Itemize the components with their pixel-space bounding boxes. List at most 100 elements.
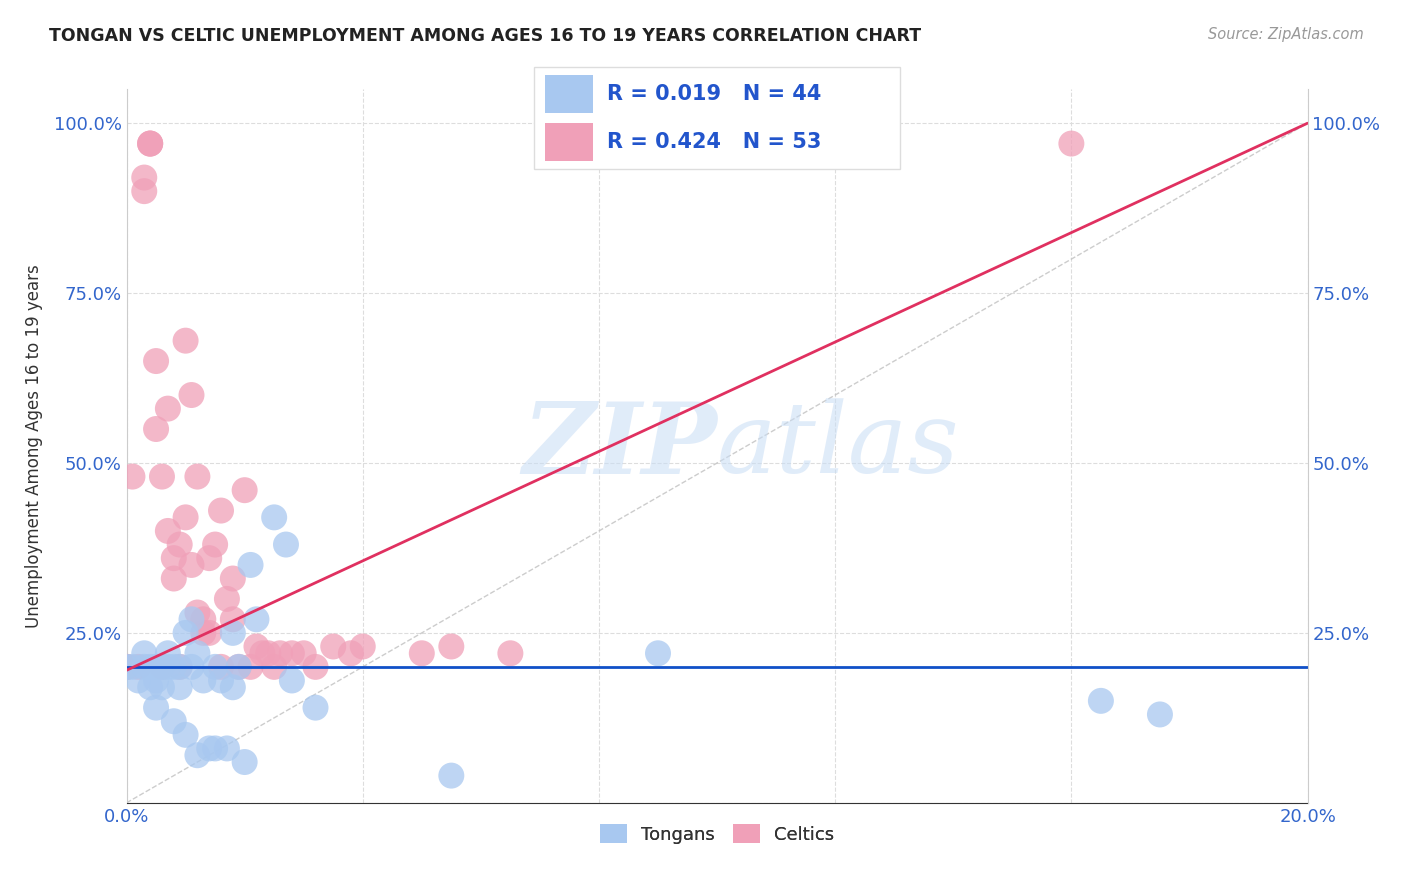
Point	[222, 680, 245, 694]
Point	[352, 640, 374, 654]
Point	[245, 640, 267, 654]
Point	[222, 626, 245, 640]
Y-axis label: Unemployment Among Ages 16 to 19 years: Unemployment Among Ages 16 to 19 years	[24, 264, 42, 628]
Point	[169, 660, 191, 674]
Point	[145, 422, 167, 436]
Point	[180, 388, 202, 402]
Point	[209, 660, 232, 674]
Point	[169, 660, 191, 674]
Point	[186, 748, 208, 763]
Point	[252, 646, 274, 660]
Point	[150, 680, 173, 694]
Point	[163, 714, 186, 729]
Bar	[546, 75, 593, 113]
Point	[292, 646, 315, 660]
Point	[440, 640, 463, 654]
Point	[163, 572, 186, 586]
Point	[222, 572, 245, 586]
Point	[228, 660, 250, 674]
Point	[499, 646, 522, 660]
Point	[180, 660, 202, 674]
Text: Source: ZipAtlas.com: Source: ZipAtlas.com	[1208, 27, 1364, 42]
Text: R = 0.019   N = 44: R = 0.019 N = 44	[607, 84, 821, 104]
Point	[204, 741, 226, 756]
Text: TONGAN VS CELTIC UNEMPLOYMENT AMONG AGES 16 TO 19 YEARS CORRELATION CHART: TONGAN VS CELTIC UNEMPLOYMENT AMONG AGES…	[49, 27, 921, 45]
Point	[139, 136, 162, 151]
Point	[239, 558, 262, 572]
Point	[174, 626, 197, 640]
Point	[150, 469, 173, 483]
Point	[180, 558, 202, 572]
Point	[163, 660, 186, 674]
Point	[156, 660, 179, 674]
Point	[281, 646, 304, 660]
Point	[304, 700, 326, 714]
Point	[1149, 707, 1171, 722]
Point	[209, 673, 232, 688]
Point	[127, 660, 149, 674]
Point	[121, 660, 143, 674]
Point	[263, 660, 285, 674]
Point	[245, 612, 267, 626]
Point	[156, 524, 179, 538]
Point	[239, 660, 262, 674]
Point	[322, 640, 344, 654]
Point	[209, 503, 232, 517]
Point	[139, 660, 162, 674]
Point	[180, 612, 202, 626]
Point	[174, 728, 197, 742]
Point	[215, 591, 238, 606]
Point	[186, 469, 208, 483]
Bar	[546, 123, 593, 161]
Point	[186, 646, 208, 660]
Point	[274, 537, 297, 551]
Point	[156, 646, 179, 660]
Point	[233, 755, 256, 769]
Point	[215, 741, 238, 756]
Point	[163, 551, 186, 566]
Point	[134, 184, 156, 198]
Point	[169, 537, 191, 551]
Point	[340, 646, 363, 660]
Point	[156, 401, 179, 416]
Point	[169, 680, 191, 694]
Point	[281, 673, 304, 688]
Point	[174, 510, 197, 524]
Point	[228, 660, 250, 674]
Point	[134, 660, 156, 674]
Point	[647, 646, 669, 660]
Point	[193, 673, 215, 688]
Point	[186, 606, 208, 620]
Point	[204, 660, 226, 674]
Point	[198, 741, 221, 756]
Text: ZIP: ZIP	[522, 398, 717, 494]
Point	[134, 170, 156, 185]
Point	[150, 660, 173, 674]
Point	[139, 136, 162, 151]
Point	[145, 673, 167, 688]
Point	[134, 646, 156, 660]
Point	[193, 626, 215, 640]
Point	[440, 769, 463, 783]
Point	[269, 646, 291, 660]
Text: atlas: atlas	[717, 399, 960, 493]
Point	[233, 483, 256, 498]
Point	[304, 660, 326, 674]
Legend: Tongans, Celtics: Tongans, Celtics	[592, 817, 842, 851]
Point	[204, 537, 226, 551]
Point	[150, 660, 173, 674]
Point	[121, 469, 143, 483]
Point	[139, 136, 162, 151]
Point	[127, 673, 149, 688]
FancyBboxPatch shape	[534, 67, 900, 169]
Point	[115, 660, 138, 674]
Point	[263, 510, 285, 524]
Text: R = 0.424   N = 53: R = 0.424 N = 53	[607, 132, 821, 153]
Point	[198, 626, 221, 640]
Point	[1060, 136, 1083, 151]
Point	[145, 354, 167, 368]
Point	[145, 700, 167, 714]
Point	[115, 660, 138, 674]
Point	[193, 612, 215, 626]
Point	[174, 334, 197, 348]
